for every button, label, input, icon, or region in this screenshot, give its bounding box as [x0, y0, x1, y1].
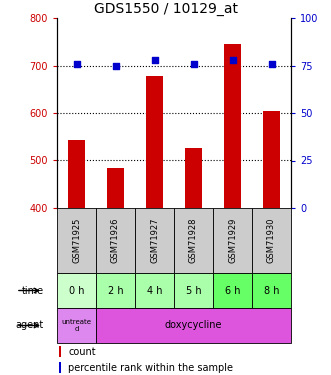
Bar: [174, 208, 213, 273]
Bar: [59, 362, 61, 374]
Point: [269, 61, 274, 67]
Text: 0 h: 0 h: [69, 285, 84, 296]
Bar: [96, 273, 135, 308]
Bar: [59, 346, 61, 357]
Point: [191, 61, 196, 67]
Bar: [252, 208, 291, 273]
Text: GSM71929: GSM71929: [228, 218, 237, 263]
Text: time: time: [22, 285, 44, 296]
Bar: [96, 308, 291, 343]
Bar: [146, 76, 163, 208]
Text: 2 h: 2 h: [108, 285, 123, 296]
Bar: [185, 148, 202, 208]
Text: agent: agent: [16, 321, 44, 330]
Text: percentile rank within the sample: percentile rank within the sample: [68, 363, 233, 373]
Bar: [224, 44, 241, 208]
Text: untreate
d: untreate d: [62, 319, 91, 332]
Text: 8 h: 8 h: [264, 285, 279, 296]
Bar: [252, 273, 291, 308]
Bar: [174, 273, 213, 308]
Bar: [135, 273, 174, 308]
Point: [230, 57, 235, 63]
Text: GSM71926: GSM71926: [111, 218, 120, 263]
Text: GSM71925: GSM71925: [72, 218, 81, 263]
Point: [74, 61, 79, 67]
Point: [152, 57, 157, 63]
Text: count: count: [68, 347, 96, 357]
Text: 6 h: 6 h: [225, 285, 240, 296]
Bar: [96, 208, 135, 273]
Text: 5 h: 5 h: [186, 285, 201, 296]
Text: GSM71927: GSM71927: [150, 218, 159, 263]
Text: GDS1550 / 10129_at: GDS1550 / 10129_at: [93, 2, 238, 16]
Text: GSM71928: GSM71928: [189, 218, 198, 263]
Bar: [68, 140, 85, 208]
Bar: [107, 168, 124, 208]
Text: 4 h: 4 h: [147, 285, 162, 296]
Bar: [263, 111, 280, 208]
Bar: [213, 273, 252, 308]
Bar: [57, 273, 96, 308]
Bar: [213, 208, 252, 273]
Text: doxycycline: doxycycline: [165, 321, 222, 330]
Text: GSM71930: GSM71930: [267, 218, 276, 263]
Bar: [57, 208, 96, 273]
Bar: [57, 308, 96, 343]
Point: [113, 63, 118, 69]
Bar: [135, 208, 174, 273]
